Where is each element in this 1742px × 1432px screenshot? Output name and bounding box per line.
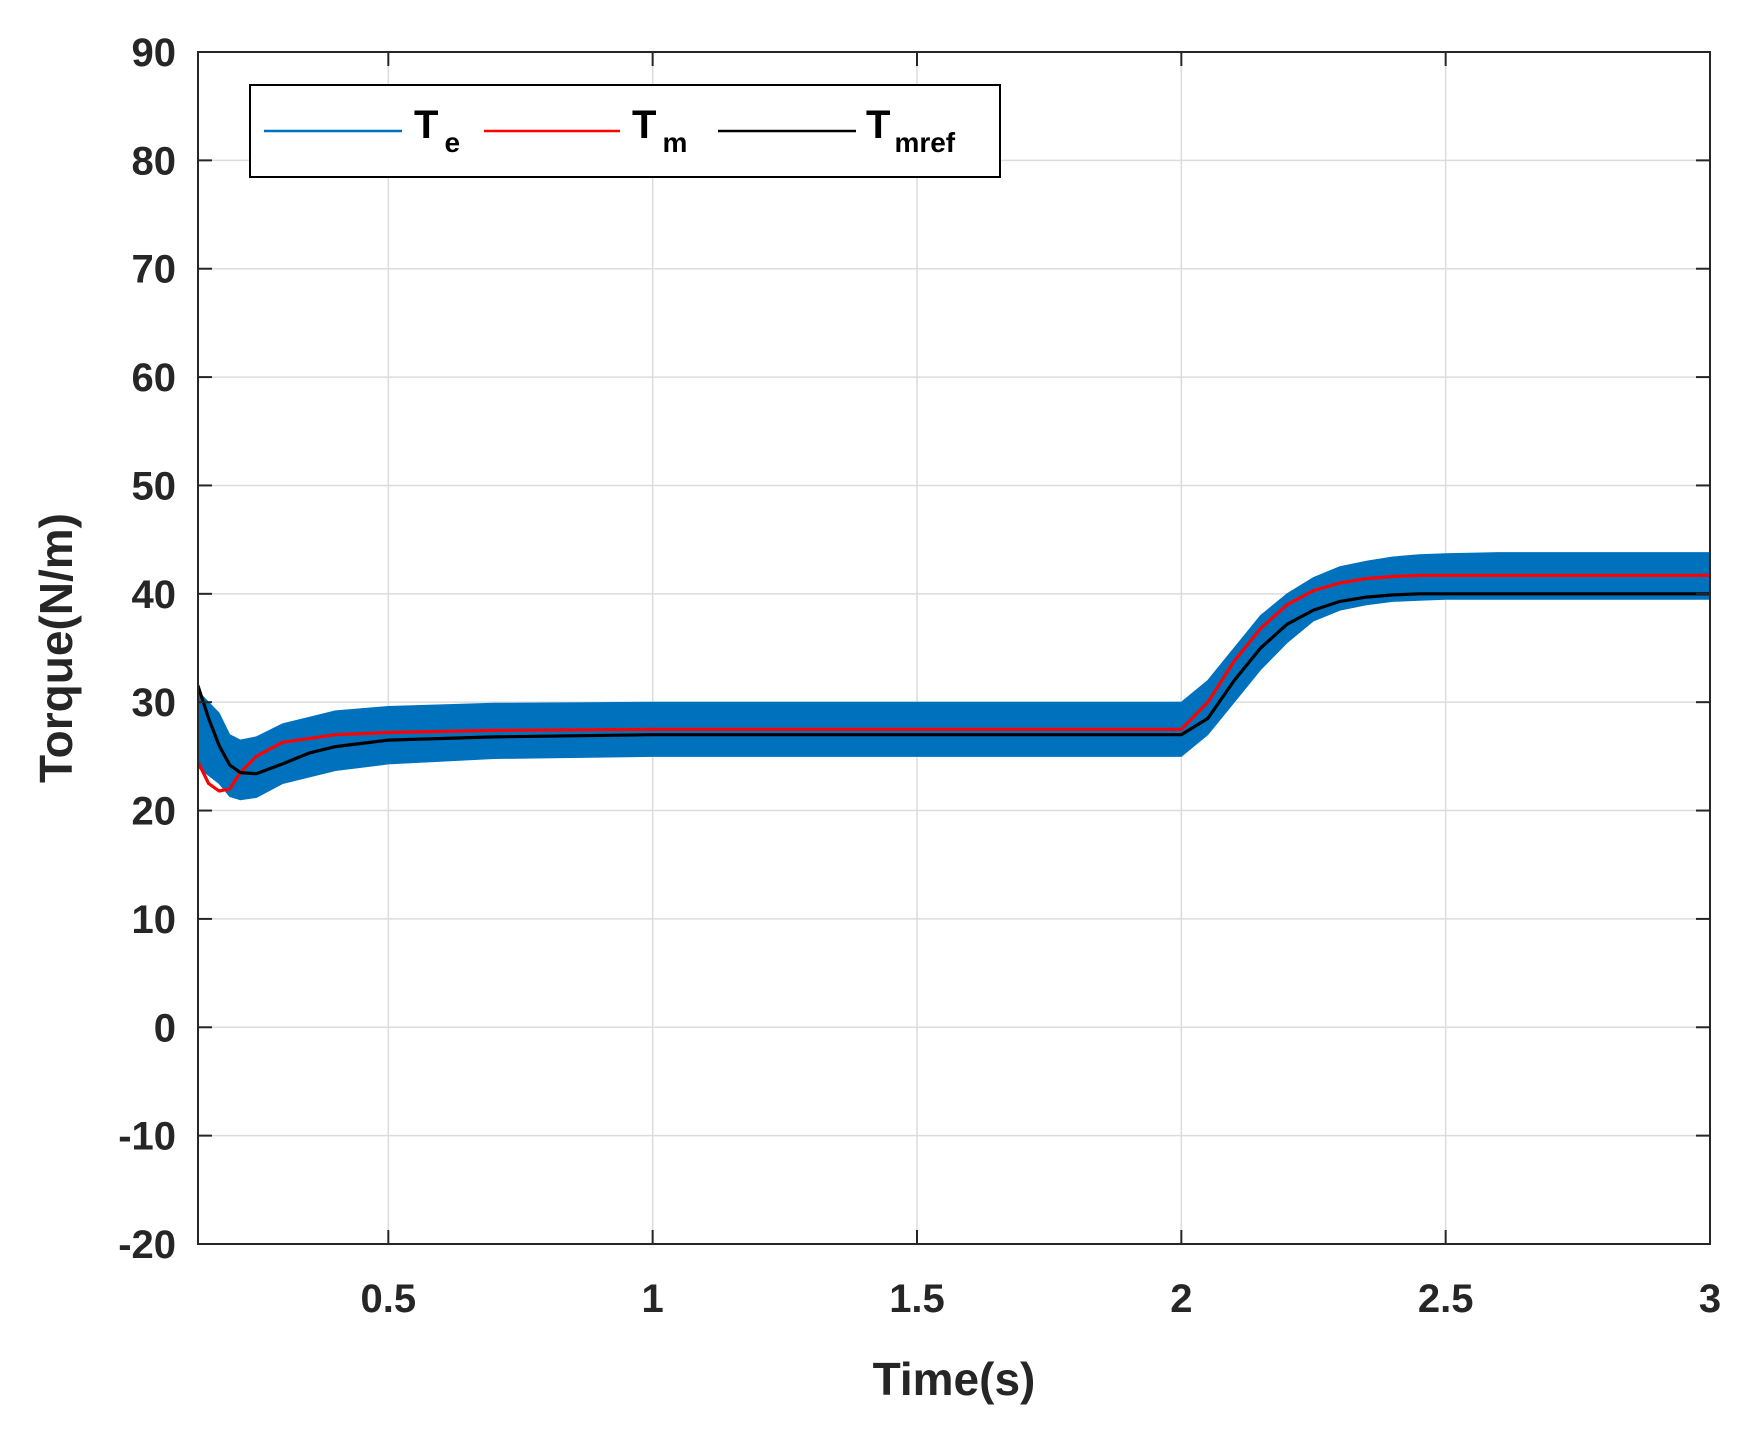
y-tick-label: 10 (132, 898, 177, 942)
x-tick-labels: 0.5 1 1.5 2 2.5 3 (361, 1277, 1722, 1321)
x-tick-label: 1 (642, 1277, 664, 1321)
x-tick-label: 2 (1170, 1277, 1192, 1321)
y-tick-label: -20 (118, 1223, 176, 1267)
legend-label-tmref-sub: mref (894, 127, 955, 158)
y-tick-label: 0 (154, 1006, 176, 1050)
y-tick-labels: -20 -10 0 10 20 30 40 50 60 70 80 90 (118, 31, 176, 1267)
plot-frame (197, 51, 1711, 1245)
y-tick-label: 90 (132, 31, 177, 75)
axis-ticks (198, 51, 1711, 1245)
y-tick-label: 80 (132, 139, 177, 183)
legend-label-te-main: T (414, 103, 438, 147)
y-tick-label: 20 (132, 790, 177, 834)
y-tick-label: 60 (132, 356, 177, 400)
y-tick-label: 40 (132, 573, 177, 617)
x-tick-label: 2.5 (1418, 1277, 1474, 1321)
series-layer (198, 552, 1710, 801)
y-tick-label: 70 (132, 248, 177, 292)
x-axis-title: Time(s) (873, 1353, 1036, 1405)
series-tmref-line (198, 592, 1710, 776)
legend-label-te-sub: e (444, 127, 460, 158)
y-tick-label: 50 (132, 464, 177, 508)
legend-label-tm-sub: m (662, 127, 687, 158)
series-tm-line (198, 573, 1710, 793)
y-axis-title: Torque(N/m) (30, 513, 82, 783)
x-tick-label: 3 (1699, 1277, 1721, 1321)
legend-label-tm-main: T (632, 103, 656, 147)
x-tick-label: 0.5 (361, 1277, 417, 1321)
y-tick-label: -10 (118, 1115, 176, 1159)
legend-label-tmref-main: T (866, 103, 890, 147)
plot-background (198, 52, 1710, 1244)
y-tick-label: 30 (132, 681, 177, 725)
series-te-band (198, 552, 1710, 801)
x-tick-label: 1.5 (889, 1277, 945, 1321)
